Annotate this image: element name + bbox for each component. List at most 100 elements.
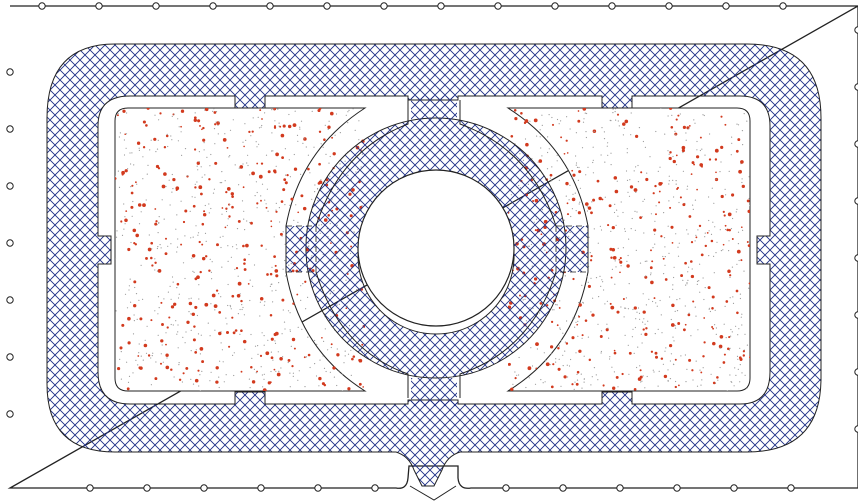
stipple-dot: [286, 173, 289, 177]
stipple-dot: [269, 313, 273, 317]
stipple-dot: [535, 342, 539, 346]
stipple-dot: [210, 271, 212, 273]
stipple-dot: [584, 112, 586, 114]
stipple-dot: [631, 336, 634, 338]
stipple-dot: [265, 206, 268, 209]
stipple-dot: [125, 147, 127, 149]
stipple-dot: [550, 385, 554, 389]
stipple-dot: [276, 372, 281, 377]
stipple-dot: [279, 221, 281, 223]
stipple-dot: [727, 212, 732, 217]
stipple-dot: [216, 243, 219, 247]
stipple-dot: [171, 139, 173, 141]
stipple-dot: [677, 114, 680, 117]
stipple-dot: [514, 377, 517, 380]
stipple-dot: [575, 155, 577, 157]
stipple-dot: [680, 274, 684, 278]
stipple-dot: [311, 110, 313, 112]
stipple-dot: [323, 383, 327, 387]
stipple-dot: [695, 360, 697, 362]
stipple-dot: [150, 357, 152, 359]
stipple-dot: [237, 293, 240, 296]
stipple-dot: [313, 146, 315, 148]
stipple-dot: [350, 349, 352, 351]
stipple-dot: [642, 328, 645, 331]
stipple-dot: [182, 262, 185, 264]
stipple-dot: [230, 192, 234, 196]
stipple-dot: [658, 182, 663, 186]
stipple-dot: [654, 220, 656, 222]
stipple-dot: [148, 234, 150, 236]
stipple-dot: [185, 366, 189, 370]
stipple-dot: [715, 171, 717, 174]
stipple-dot: [131, 215, 133, 217]
stipple-dot: [239, 293, 241, 295]
stipple-dot: [550, 180, 553, 182]
stipple-dot: [739, 357, 743, 361]
stipple-dot: [701, 148, 703, 150]
stipple-dot: [314, 191, 316, 193]
stipple-dot: [119, 346, 123, 350]
stipple-dot: [662, 363, 665, 365]
stipple-dot: [146, 325, 148, 327]
stipple-dot: [575, 132, 578, 134]
stipple-dot: [172, 281, 174, 283]
stipple-dot: [660, 314, 662, 316]
stipple-dot: [650, 280, 654, 285]
stipple-dot: [623, 127, 625, 129]
stipple-dot: [217, 124, 219, 126]
stipple-dot: [176, 251, 178, 253]
stipple-dot: [195, 349, 197, 351]
stipple-dot: [637, 181, 640, 183]
stipple-dot: [684, 305, 686, 307]
stipple-dot: [576, 370, 580, 374]
stipple-dot: [671, 242, 674, 244]
stipple-dot: [204, 232, 207, 234]
stipple-dot: [701, 379, 703, 381]
stipple-dot: [132, 228, 137, 233]
stipple-dot: [690, 335, 692, 337]
stipple-dot: [672, 288, 674, 290]
stipple-dot: [319, 359, 321, 361]
stipple-dot: [574, 381, 576, 383]
post-marker: [86, 484, 94, 492]
stipple-dot: [131, 152, 133, 154]
stipple-dot: [731, 136, 733, 138]
stipple-dot: [708, 219, 710, 222]
stipple-dot: [605, 328, 609, 332]
stipple-dot: [132, 372, 134, 374]
stipple-dot: [126, 361, 128, 363]
stipple-dot: [640, 333, 642, 335]
stipple-dot: [290, 345, 292, 347]
stipple-dot: [172, 188, 174, 190]
stipple-dot: [177, 238, 179, 240]
stipple-dot: [127, 247, 131, 252]
stipple-dot: [691, 268, 693, 270]
stipple-dot: [571, 208, 574, 210]
stipple-dot: [254, 345, 257, 347]
stipple-dot: [696, 385, 699, 387]
stipple-dot: [609, 119, 611, 121]
stipple-dot: [748, 197, 750, 200]
stipple-dot: [555, 358, 557, 360]
stipple-dot: [260, 126, 262, 128]
stipple-dot: [566, 116, 568, 118]
stipple-dot: [241, 304, 243, 306]
stipple-dot: [559, 328, 561, 330]
stipple-dot: [124, 218, 128, 223]
stipple-dot: [736, 355, 739, 357]
stipple-dot: [192, 204, 196, 208]
stipple-dot: [230, 256, 232, 258]
stipple-dot: [344, 355, 346, 357]
stipple-dot: [733, 385, 735, 387]
stipple-dot: [610, 305, 615, 310]
stipple-dot: [287, 310, 290, 312]
stipple-dot: [344, 350, 346, 352]
stipple-dot: [562, 365, 564, 367]
stipple-dot: [237, 313, 239, 315]
stipple-dot: [708, 158, 712, 161]
stipple-dot: [650, 274, 652, 276]
stipple-dot: [634, 134, 639, 139]
stipple-dot: [362, 386, 365, 388]
stipple-dot: [279, 125, 282, 128]
